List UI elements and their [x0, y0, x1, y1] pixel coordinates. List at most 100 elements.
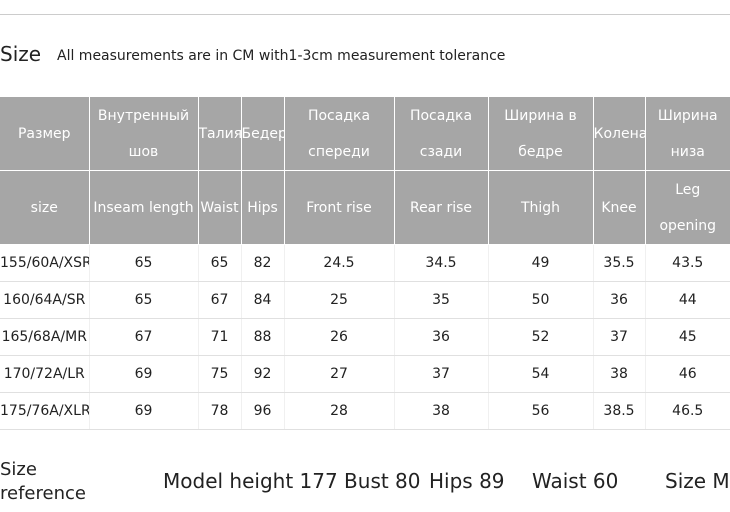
data-cell: 38	[393, 392, 488, 430]
data-cell: 67	[88, 318, 198, 356]
data-cell: 45	[644, 318, 730, 356]
header-text: opening	[659, 217, 717, 234]
data-cell: 50	[487, 281, 593, 319]
data-cell: 165/68A/MR	[0, 318, 89, 356]
data-cell: 92	[240, 355, 284, 393]
header-text: Размер	[17, 125, 71, 142]
header-cell: Knee	[592, 170, 645, 245]
header-cell: Waist	[197, 170, 241, 245]
header-text: Hips	[247, 199, 278, 216]
header-row: Размер Внутренный шов Талия Бедер Посадка спер…	[0, 97, 730, 171]
data-cell: 46	[644, 355, 730, 393]
header-text: Внутренный	[97, 107, 190, 124]
header-row: size Inseam length Waist Hips Front rise Rear…	[0, 170, 730, 245]
data-row: 155/60A/XSR 65 65 82 24.5 34.5 49 35.5 43.5	[0, 244, 730, 282]
header-cell: Колена	[592, 97, 645, 171]
data-cell: 38	[592, 355, 645, 393]
header-cell: Inseam length	[88, 170, 198, 245]
data-cell: 56	[487, 392, 593, 430]
footer-item: Waist 60	[532, 469, 619, 493]
header-cell: Rear rise	[393, 170, 488, 245]
data-cell: 160/64A/SR	[0, 281, 89, 319]
header-text: низа	[670, 143, 705, 160]
header-text: size	[30, 199, 58, 216]
data-cell: 26	[283, 318, 394, 356]
data-cell: 36	[592, 281, 645, 319]
data-cell: 155/60A/XSR	[0, 244, 89, 282]
header-text: Inseam length	[93, 199, 194, 216]
header-cell: Посадка сзади	[393, 97, 488, 171]
header-text: Ширина	[657, 107, 718, 124]
data-cell: 96	[240, 392, 284, 430]
data-cell: 43.5	[644, 244, 730, 282]
data-cell: 54	[487, 355, 593, 393]
data-cell: 27	[283, 355, 394, 393]
data-row: 170/72A/LR 69 75 92 27 37 54 38 46	[0, 355, 730, 393]
header-cell: Размер	[0, 97, 89, 171]
data-cell: 38.5	[592, 392, 645, 430]
data-cell: 37	[393, 355, 488, 393]
header-cell: Посадка спереди	[283, 97, 394, 171]
data-cell: 88	[240, 318, 284, 356]
data-cell: 71	[197, 318, 241, 356]
data-cell: 78	[197, 392, 241, 430]
data-cell: 175/76A/XLR	[0, 392, 89, 430]
data-cell: 24.5	[283, 244, 394, 282]
data-cell: 36	[393, 318, 488, 356]
data-cell: 25	[283, 281, 394, 319]
data-cell: 34.5	[393, 244, 488, 282]
header-cell: Ширина низа	[644, 97, 730, 171]
header-text: Waist	[200, 199, 239, 216]
footer-item: Hips 89	[429, 469, 505, 493]
data-cell: 35.5	[592, 244, 645, 282]
footer-item: Model height 177 Bust 80	[163, 469, 421, 493]
header-text: сзади	[419, 143, 463, 160]
data-cell: 82	[240, 244, 284, 282]
data-cell: 67	[197, 281, 241, 319]
header-text: Ширина в	[504, 107, 577, 124]
header-cell: Бедер	[240, 97, 284, 171]
data-cell: 52	[487, 318, 593, 356]
header-text: Посадка	[307, 107, 371, 124]
header-text: бедре	[518, 143, 563, 160]
header-text: Knee	[601, 199, 637, 216]
data-cell: 170/72A/LR	[0, 355, 89, 393]
header-cell: Внутренный шов	[88, 97, 198, 171]
footer-label: Size reference	[0, 458, 86, 506]
header-text: Front rise	[306, 199, 372, 216]
header-cell: Талия	[197, 97, 241, 171]
data-cell: 65	[88, 281, 198, 319]
data-cell: 69	[88, 355, 198, 393]
data-row: 175/76A/XLR 69 78 96 28 38 56 38.5 46.5	[0, 392, 730, 430]
header-cell: Hips	[240, 170, 284, 245]
data-cell: 65	[88, 244, 198, 282]
data-cell: 35	[393, 281, 488, 319]
header-text: Колена	[593, 125, 645, 142]
data-cell: 84	[240, 281, 284, 319]
data-cell: 37	[592, 318, 645, 356]
data-row: 160/64A/SR 65 67 84 25 35 50 36 44	[0, 281, 730, 319]
header-text: шов	[128, 143, 159, 160]
header-cell: size	[0, 170, 89, 245]
divider	[0, 14, 730, 15]
data-cell: 28	[283, 392, 394, 430]
data-cell: 69	[88, 392, 198, 430]
note: All measurements are in CM with1-3cm mea…	[57, 48, 506, 64]
section-title: Size	[0, 42, 42, 66]
footer-label-line: reference	[0, 483, 86, 504]
header-text: Leg	[675, 181, 701, 198]
header-text: Бедер	[241, 125, 284, 142]
header-text: Rear rise	[409, 199, 473, 216]
data-row: 165/68A/MR 67 71 88 26 36 52 37 45	[0, 318, 730, 356]
footer-item: Size M	[665, 469, 730, 493]
header-cell: Ширина в бедре	[487, 97, 593, 171]
header-text: Thigh	[520, 199, 561, 216]
header-cell: Thigh	[487, 170, 593, 245]
data-cell: 46.5	[644, 392, 730, 430]
data-cell: 65	[197, 244, 241, 282]
data-cell: 49	[487, 244, 593, 282]
footer-label-line: Size	[0, 459, 37, 480]
header-cell: Leg opening	[644, 170, 730, 245]
header-text: спереди	[308, 143, 370, 160]
